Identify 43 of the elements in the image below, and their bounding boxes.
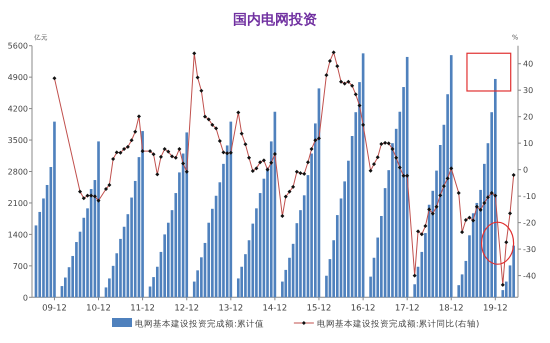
y-tick-label: 0 (22, 293, 28, 302)
x-tick-label: 09-12 (42, 303, 67, 314)
y-tick-label: 2100 (8, 198, 28, 208)
y-tick-label: 4200 (8, 104, 28, 114)
y2-tick-label: -40 (523, 272, 536, 281)
bar (229, 122, 232, 298)
y-tick-label: 1400 (8, 230, 28, 240)
bar (362, 53, 364, 298)
bar (141, 131, 144, 298)
chart-title: 国内电网投资 (233, 12, 317, 28)
x-tick-label: 19-12 (482, 303, 508, 314)
y2-tick-label: -10 (523, 192, 536, 202)
x-tick-label: 11-12 (130, 303, 155, 314)
y2-tick-label: -20 (523, 218, 536, 228)
x-tick-label: 12-12 (174, 303, 200, 314)
y-tick-label: 2800 (8, 168, 28, 176)
bar (274, 112, 276, 298)
y2-tick-label: 30 (523, 86, 534, 96)
legend-label: 电网基本建设投资完成额:累计同比(右轴) (316, 318, 480, 330)
y2-tick-label: 0 (523, 166, 528, 175)
x-tick-label: 16-12 (350, 303, 376, 314)
bar (97, 141, 100, 298)
y-tick-label: 4900 (8, 73, 28, 82)
bar (318, 88, 320, 298)
x-tick-label: 15-12 (306, 303, 332, 314)
x-tick-label: 13-12 (218, 303, 244, 314)
bar (406, 56, 409, 298)
bar (450, 55, 453, 298)
x-tick-label: 18-12 (438, 303, 464, 314)
y-tick-label: 700 (12, 262, 28, 271)
y2-tick-label: 40 (523, 60, 534, 69)
x-tick-label: 14-12 (262, 303, 288, 314)
y-tick-label: 3500 (8, 136, 28, 146)
legend-label: 电网基本建设投资完成额:累计值 (135, 318, 264, 330)
x-tick-label: 10-12 (86, 303, 111, 314)
y2-tick-label: 10 (523, 139, 534, 148)
y2-tick-label: -30 (523, 245, 536, 254)
x-tick-label: 17-12 (394, 303, 420, 314)
y2-tick-label: 20 (523, 112, 534, 122)
bar (494, 78, 497, 298)
bar (512, 246, 515, 298)
y-tick-label: 5600 (8, 42, 28, 51)
bar (53, 122, 56, 298)
